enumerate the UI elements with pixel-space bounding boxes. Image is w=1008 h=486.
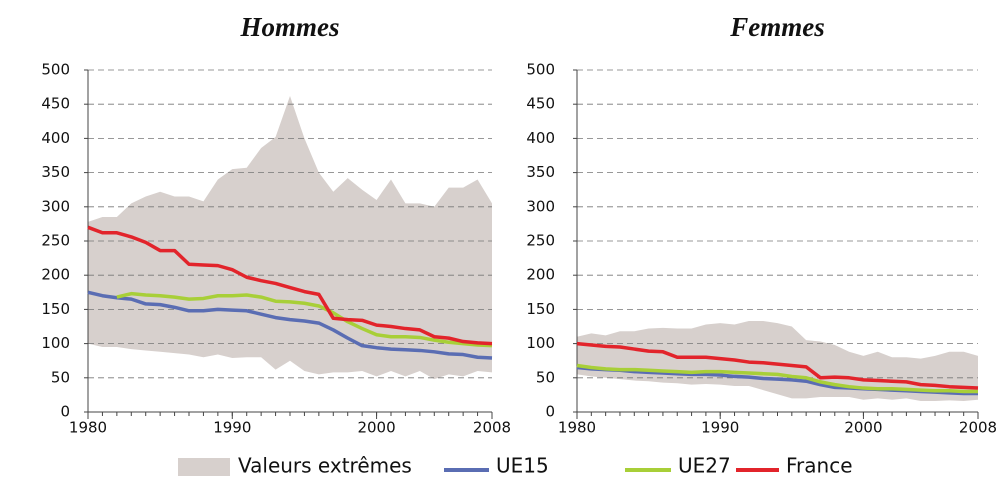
x-tick-label: 1990: [213, 419, 251, 437]
y-tick-label: 500: [41, 61, 70, 79]
legend-label: Valeurs extrêmes: [238, 454, 412, 478]
y-tick-label: 200: [526, 266, 555, 284]
y-tick-label: 150: [526, 300, 555, 318]
y-tick-label: 400: [41, 129, 70, 147]
y-tick-label: 450: [41, 95, 70, 113]
legend-swatch: [178, 458, 230, 476]
y-tick-label: 150: [41, 300, 70, 318]
extreme-band: [88, 95, 492, 380]
y-tick-label: 0: [60, 403, 70, 421]
x-tick-label: 2000: [844, 419, 882, 437]
x-tick-label: 2008: [959, 419, 997, 437]
y-tick-label: 400: [526, 129, 555, 147]
y-tick-label: 300: [41, 197, 70, 215]
y-tick-label: 250: [526, 232, 555, 250]
y-tick-label: 450: [526, 95, 555, 113]
y-tick-label: 50: [536, 368, 555, 386]
y-tick-label: 200: [41, 266, 70, 284]
y-tick-label: 300: [526, 197, 555, 215]
y-tick-label: 250: [41, 232, 70, 250]
x-tick-label: 2000: [357, 419, 395, 437]
legend-label: France: [786, 454, 853, 478]
series-line: [116, 291, 493, 348]
y-tick-label: 350: [41, 163, 70, 181]
series-line: [87, 225, 493, 346]
series-line: [576, 341, 979, 390]
y-tick-label: 100: [41, 334, 70, 352]
chart-title: Hommes: [240, 12, 340, 42]
y-tick-label: 500: [526, 61, 555, 79]
x-tick-label: 1980: [558, 419, 596, 437]
y-tick-label: 0: [545, 403, 555, 421]
legend-label: UE15: [496, 454, 549, 478]
x-tick-label: 1990: [701, 419, 739, 437]
series-line: [87, 290, 493, 360]
x-tick-label: 1980: [69, 419, 107, 437]
y-tick-label: 50: [51, 368, 70, 386]
y-tick-label: 100: [526, 334, 555, 352]
legend-label: UE27: [678, 454, 731, 478]
x-tick-label: 2008: [473, 419, 511, 437]
series-line: [576, 363, 978, 394]
y-tick-label: 350: [526, 163, 555, 181]
chart-title: Femmes: [729, 12, 825, 42]
